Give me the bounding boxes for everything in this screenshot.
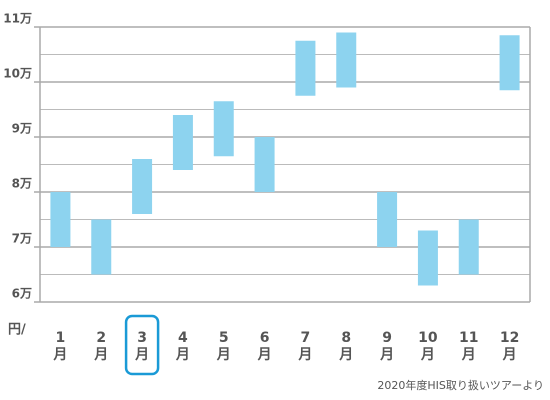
y-tick-label: 9万 [12,122,32,136]
x-tick-label: 11 月 [459,330,478,363]
range-bar [295,40,316,96]
x-tick-unit: 月 [257,347,272,363]
x-tick-label: 10 月 [418,330,438,363]
x-tick-unit: 月 [461,347,476,363]
x-tick-number: 1 [56,330,66,346]
x-tick-number: 7 [301,330,311,346]
range-bar [336,32,357,88]
range-bar [172,115,193,170]
range-bar [254,137,275,192]
x-tick-number: 12 [500,330,519,346]
range-bar [91,219,112,275]
range-bar [132,159,153,214]
x-tick-unit: 月 [338,347,353,363]
x-tick-number: 2 [96,330,106,346]
y-unit-label: 円/ [8,323,26,338]
x-tick-number: 5 [219,330,229,346]
range-bar [213,101,234,157]
x-tick-unit: 月 [52,347,67,363]
y-tick-label: 6万 [12,287,32,301]
y-tick-label: 11万 [3,12,32,26]
source: 2020年度HIS取り扱いツアーより [377,378,544,392]
x-tick-unit: 月 [379,347,394,363]
x-tick-unit: 月 [420,347,435,363]
x-tick-number: 3 [137,330,147,346]
range-bar [499,35,520,91]
x-tick-number: 6 [260,330,270,346]
x-tick-number: 8 [341,330,351,346]
x-tick-unit: 月 [502,347,517,363]
x-tick-label: 12 月 [500,330,519,363]
range-bar [458,219,479,275]
x-tick-unit: 月 [134,347,149,363]
y-tick-label: 8万 [12,177,32,191]
x-tick-unit: 月 [93,347,108,363]
highlight-box [124,314,160,376]
x-tick-unit: 月 [175,347,190,363]
range-bar [417,230,438,286]
x-tick-number: 4 [178,330,188,346]
x-tick-unit: 月 [216,347,231,363]
x-tick-unit: 月 [297,347,312,363]
x-tick-number: 10 [418,330,438,346]
y-tick-label: 10万 [3,67,32,81]
range-bar [377,192,398,247]
y-tick-label: 7万 [12,232,32,246]
x-tick-number: 11 [459,330,478,346]
range-bar [50,192,71,247]
x-tick-number: 9 [382,330,392,346]
